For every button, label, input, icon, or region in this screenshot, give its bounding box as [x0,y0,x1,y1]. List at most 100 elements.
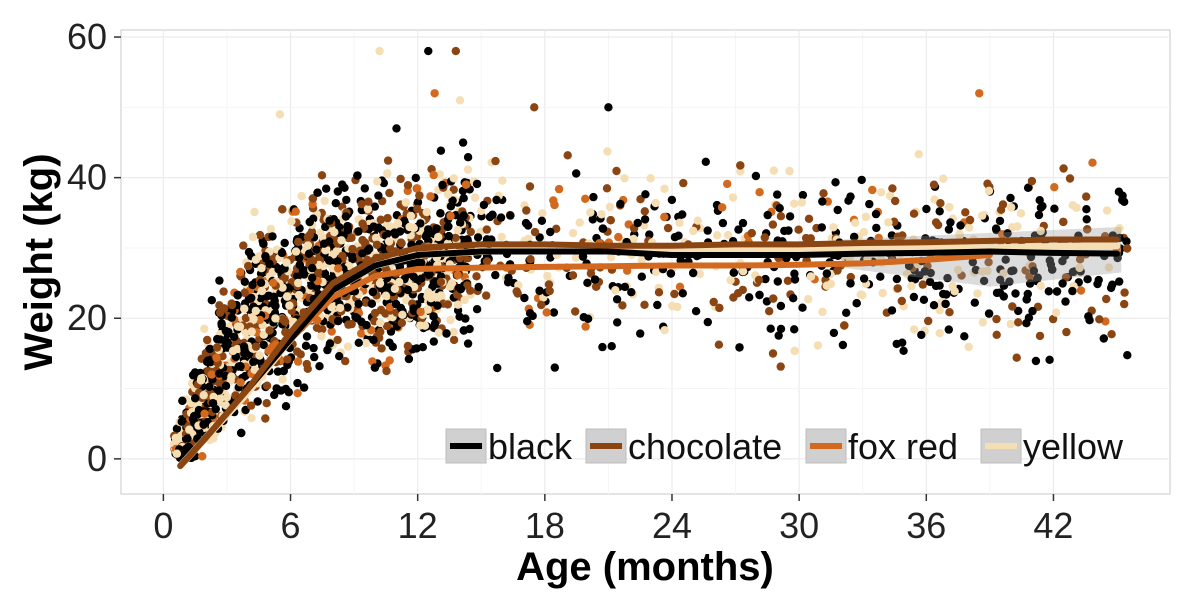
data-point [269,292,278,302]
data-point [348,255,357,264]
data-point [323,345,332,355]
data-point [822,281,832,290]
data-point [640,300,649,309]
data-point [1005,277,1014,286]
data-point [1009,266,1018,275]
data-point [293,347,302,356]
data-point [253,397,262,406]
data-point [491,270,500,280]
data-point [818,307,827,317]
data-point [449,335,459,345]
data-point [449,327,458,337]
data-point [603,147,612,156]
data-point [818,197,827,206]
data-point [1102,206,1112,215]
data-point [797,198,806,207]
data-point [1025,279,1035,288]
data-point [822,269,832,278]
data-point [205,344,215,354]
y-tick-label: 60 [67,16,107,57]
data-point [549,308,559,317]
data-point [892,274,902,284]
data-point [456,284,465,294]
data-point [360,184,369,193]
data-point [846,279,855,288]
data-point [571,253,581,262]
data-point [877,188,886,197]
data-point [316,325,326,334]
data-point [794,225,803,234]
data-point [278,283,287,292]
outlier-point [424,46,433,56]
data-point [1035,331,1045,341]
data-point [429,337,438,346]
data-point [1083,225,1092,234]
data-point [590,275,600,284]
data-point [798,190,808,200]
data-point [660,212,669,222]
data-point [602,184,612,193]
data-point [358,235,367,245]
x-tick-label: 36 [906,505,946,546]
data-point [294,278,303,288]
data-point [663,223,673,233]
data-point [1052,287,1062,296]
data-point [651,198,660,208]
data-point [200,409,209,418]
data-point [776,324,786,334]
data-point [434,232,443,242]
data-point [868,185,877,195]
data-point [992,314,1001,324]
data-point [438,180,447,190]
data-point [436,291,446,300]
data-point [379,178,388,188]
data-point [581,194,590,203]
data-point [607,342,616,351]
data-point [689,226,698,236]
data-point [637,272,646,281]
data-point [945,308,954,317]
data-point [1106,283,1116,293]
data-point [620,282,630,292]
data-point [979,276,989,286]
data-point [755,290,764,300]
data-point [214,386,224,395]
data-point [1044,287,1054,296]
data-point [653,300,662,310]
data-point [307,281,316,290]
data-point [572,169,581,178]
data-point [545,286,554,296]
data-point [247,293,256,303]
data-point [353,171,362,180]
data-point [983,266,992,276]
data-point [833,205,842,215]
data-point [544,280,554,289]
data-point [459,326,468,335]
x-tick-label: 12 [398,505,438,546]
data-point [250,365,259,374]
data-point [819,189,828,198]
data-point [1058,257,1067,266]
data-point [785,212,795,221]
data-point [453,300,463,309]
data-point [473,233,483,242]
data-point [255,351,264,360]
data-point [887,306,897,315]
data-point [294,290,304,300]
data-point [840,321,849,330]
data-point [583,278,592,287]
data-point [255,230,265,240]
data-point [369,335,378,345]
data-point [616,199,625,209]
data-point [1093,279,1102,289]
y-tick-label: 0 [87,438,107,479]
data-point [196,376,206,385]
data-point [1082,215,1091,224]
data-point [287,217,296,226]
data-point [398,310,407,319]
data-point [453,270,462,280]
data-point [297,191,306,201]
data-point [466,227,475,237]
data-point [403,341,413,351]
data-point [637,255,646,265]
